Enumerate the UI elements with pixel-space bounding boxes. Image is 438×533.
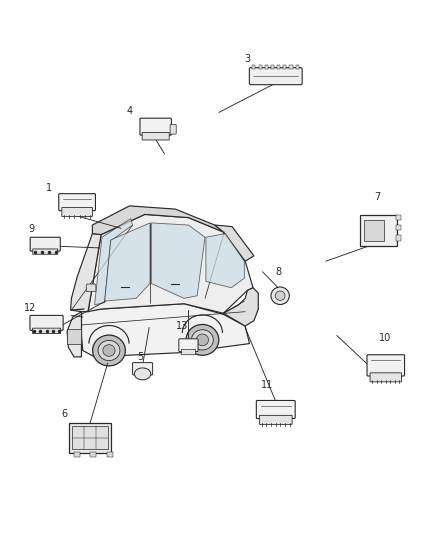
Text: 10: 10: [379, 333, 391, 343]
FancyBboxPatch shape: [396, 236, 401, 241]
FancyBboxPatch shape: [290, 65, 293, 69]
FancyBboxPatch shape: [252, 65, 255, 69]
Polygon shape: [223, 288, 258, 326]
FancyBboxPatch shape: [69, 423, 111, 453]
Text: 7: 7: [374, 192, 380, 203]
FancyBboxPatch shape: [106, 452, 113, 457]
FancyBboxPatch shape: [133, 362, 152, 375]
Polygon shape: [88, 214, 253, 313]
Polygon shape: [206, 233, 244, 288]
Ellipse shape: [196, 334, 208, 346]
FancyBboxPatch shape: [296, 65, 299, 69]
FancyBboxPatch shape: [74, 452, 80, 457]
Text: 11: 11: [261, 379, 273, 390]
FancyBboxPatch shape: [32, 328, 60, 334]
FancyBboxPatch shape: [258, 65, 261, 69]
Text: 5: 5: [137, 352, 144, 362]
FancyBboxPatch shape: [62, 207, 92, 216]
FancyBboxPatch shape: [140, 118, 171, 135]
FancyBboxPatch shape: [360, 215, 397, 246]
Polygon shape: [71, 233, 101, 312]
Ellipse shape: [92, 335, 125, 366]
FancyBboxPatch shape: [67, 329, 81, 344]
FancyBboxPatch shape: [59, 193, 95, 211]
FancyBboxPatch shape: [256, 400, 295, 418]
FancyBboxPatch shape: [367, 355, 405, 376]
FancyBboxPatch shape: [181, 350, 195, 355]
FancyBboxPatch shape: [283, 65, 286, 69]
Ellipse shape: [186, 325, 219, 356]
Ellipse shape: [271, 287, 289, 304]
FancyBboxPatch shape: [370, 373, 402, 382]
FancyBboxPatch shape: [170, 125, 176, 134]
Text: 13: 13: [176, 321, 188, 331]
Ellipse shape: [275, 291, 285, 301]
FancyBboxPatch shape: [364, 220, 384, 241]
Polygon shape: [95, 219, 133, 305]
FancyBboxPatch shape: [30, 237, 60, 251]
FancyBboxPatch shape: [30, 316, 63, 330]
FancyBboxPatch shape: [86, 284, 96, 292]
FancyBboxPatch shape: [259, 415, 292, 424]
Text: 1: 1: [46, 183, 52, 193]
Polygon shape: [67, 312, 81, 357]
Polygon shape: [92, 206, 223, 235]
Text: 9: 9: [28, 224, 34, 235]
Text: 6: 6: [61, 409, 67, 419]
Text: 3: 3: [244, 54, 251, 64]
Ellipse shape: [103, 345, 115, 357]
Polygon shape: [151, 223, 205, 298]
Text: 4: 4: [127, 106, 133, 116]
FancyBboxPatch shape: [396, 215, 401, 220]
FancyBboxPatch shape: [179, 339, 198, 352]
FancyBboxPatch shape: [277, 65, 280, 69]
Polygon shape: [215, 225, 254, 261]
Ellipse shape: [98, 341, 120, 361]
FancyBboxPatch shape: [396, 225, 401, 230]
FancyBboxPatch shape: [142, 133, 169, 140]
FancyBboxPatch shape: [271, 65, 274, 69]
Text: 12: 12: [24, 303, 36, 313]
FancyBboxPatch shape: [33, 249, 58, 254]
FancyBboxPatch shape: [90, 452, 96, 457]
Ellipse shape: [134, 368, 151, 380]
FancyBboxPatch shape: [249, 68, 302, 85]
Ellipse shape: [191, 330, 213, 350]
FancyBboxPatch shape: [265, 65, 268, 69]
FancyBboxPatch shape: [72, 426, 108, 449]
Text: 8: 8: [275, 267, 281, 277]
Polygon shape: [81, 304, 250, 357]
Polygon shape: [105, 223, 150, 301]
